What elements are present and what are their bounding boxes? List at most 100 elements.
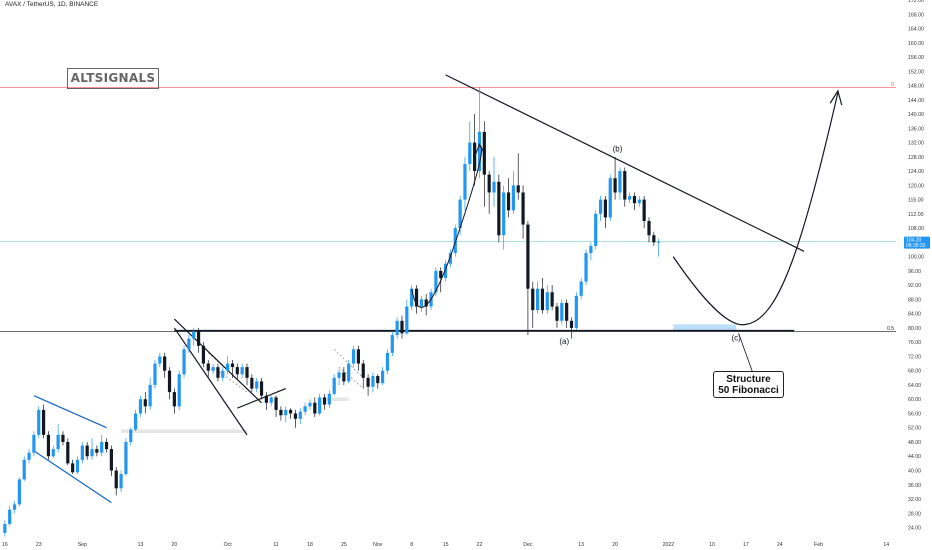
wave-sketch-arrowhead <box>474 143 486 158</box>
candle-body-109 <box>531 288 535 311</box>
candle-body-50 <box>245 367 249 378</box>
candle-body-6 <box>32 434 36 453</box>
y-tick-2: 32.00 <box>908 497 921 503</box>
candle-body-29 <box>143 399 147 407</box>
candle-body-4 <box>22 459 26 480</box>
candle-body-36 <box>177 374 181 407</box>
candle-body-114 <box>555 306 559 321</box>
candle-body-26 <box>129 429 133 442</box>
current-price-value: 104.20 <box>906 237 922 243</box>
candle-body-30 <box>148 384 152 407</box>
y-tick-31: 148.00 <box>908 84 924 90</box>
y-tick-11: 68.00 <box>908 369 921 375</box>
callout-line-1: Structure <box>726 374 771 385</box>
trend-line-0 <box>33 395 107 429</box>
candle-body-103 <box>502 192 506 236</box>
candle-body-20 <box>100 441 104 453</box>
candle-body-131 <box>637 199 641 204</box>
y-tick-35: 164.00 <box>908 27 924 33</box>
candle-body-86 <box>419 299 423 307</box>
x-tick-13: Dec <box>523 542 533 548</box>
candle-body-68 <box>332 377 336 394</box>
candle-body-13 <box>66 441 70 464</box>
callout-pointer <box>738 333 755 378</box>
candle-body-18 <box>90 449 94 457</box>
candle-body-87 <box>424 299 428 307</box>
candle-body-17 <box>85 445 89 457</box>
candle-body-23 <box>114 470 118 489</box>
candle-body-67 <box>327 393 331 405</box>
x-tick-15: 20 <box>612 542 618 548</box>
candle-body-69 <box>337 372 341 378</box>
wave-label-0: (a) <box>559 337 569 346</box>
structure-fibonacci-callout: Structure 50 Fibonacci <box>713 371 784 398</box>
candle-body-124 <box>603 199 608 218</box>
candle-body-135 <box>657 241 661 243</box>
candle-body-22 <box>109 449 113 471</box>
candle-body-57 <box>279 409 283 416</box>
candle-body-100 <box>487 174 491 193</box>
candle-body-48 <box>235 367 239 375</box>
candle-body-81 <box>395 320 399 336</box>
y-tick-27: 132.00 <box>908 141 924 147</box>
y-tick-25: 124.00 <box>908 169 924 175</box>
y-tick-37: 172.00 <box>908 0 924 4</box>
candle-body-117 <box>569 320 574 328</box>
candle-body-94 <box>458 199 462 229</box>
y-tick-6: 48.00 <box>908 440 921 446</box>
projection-path <box>672 92 839 326</box>
x-tick-1: 23 <box>36 542 42 548</box>
candle-body-85 <box>414 288 419 307</box>
candle-body-28 <box>138 399 143 414</box>
candle-body-64 <box>313 402 317 414</box>
x-tick-3: 13 <box>138 542 144 548</box>
candle-body-19 <box>95 449 99 453</box>
candle-body-10 <box>51 449 55 457</box>
y-tick-0: 24.00 <box>908 526 921 532</box>
candle-body-91 <box>443 263 448 279</box>
callout-line-2: 50 Fibonacci <box>718 385 779 396</box>
candle-body-59 <box>288 409 293 414</box>
candle-body-8 <box>41 409 46 435</box>
candle-body-80 <box>390 335 394 353</box>
candle-body-62 <box>303 406 307 412</box>
y-tick-8: 56.00 <box>908 411 921 417</box>
y-tick-34: 160.00 <box>908 41 924 47</box>
candle-body-7 <box>37 409 41 435</box>
candle-body-45 <box>221 370 225 378</box>
candle-body-132 <box>642 199 646 221</box>
candle-body-108 <box>526 224 530 289</box>
y-tick-24: 120.00 <box>908 183 924 189</box>
y-tick-36: 168.00 <box>908 12 924 18</box>
candle-body-1 <box>8 509 12 524</box>
candle-body-93 <box>453 228 457 254</box>
candle-body-123 <box>598 199 603 214</box>
candle-body-107 <box>521 192 525 225</box>
x-tick-19: 24 <box>777 542 783 548</box>
candle-body-37 <box>182 349 186 375</box>
trend-line-3 <box>173 327 248 436</box>
candle-body-104 <box>506 192 511 211</box>
y-tick-3: 36.00 <box>908 483 921 489</box>
dashed-guide-1 <box>212 366 248 393</box>
candle-body-70 <box>342 372 346 382</box>
x-tick-5: Oct <box>224 542 233 548</box>
candle-body-110 <box>536 288 540 311</box>
x-tick-10: 8 <box>410 542 413 548</box>
candle-body-98 <box>477 131 482 172</box>
candle-body-73 <box>356 349 360 364</box>
candle-body-46 <box>226 363 230 371</box>
wave-label-2: (c) <box>732 333 742 342</box>
y-tick-21: 108.00 <box>908 226 924 232</box>
candle-body-52 <box>255 381 259 389</box>
candle-body-25 <box>124 441 128 475</box>
candle-body-116 <box>565 302 569 321</box>
candle-body-66 <box>322 397 327 405</box>
candle-body-56 <box>274 397 278 410</box>
x-tick-7: 18 <box>307 542 313 548</box>
x-tick-11: 15 <box>443 542 449 548</box>
candle-body-78 <box>381 370 385 384</box>
candle-body-42 <box>206 363 210 371</box>
x-tick-8: 25 <box>341 542 347 548</box>
